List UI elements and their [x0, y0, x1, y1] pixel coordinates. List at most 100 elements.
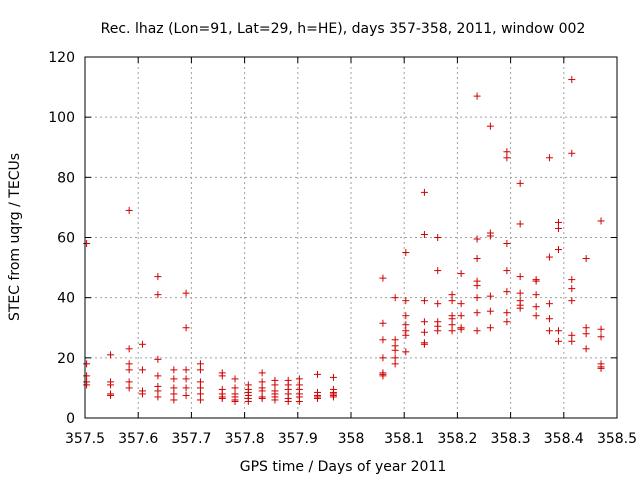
- data-point: [532, 291, 540, 299]
- data-point: [582, 330, 590, 338]
- x-tick-label: 358.3: [491, 431, 531, 447]
- data-point: [597, 217, 605, 225]
- data-point: [457, 312, 465, 320]
- x-tick-label: 357.7: [171, 431, 211, 447]
- data-point: [532, 312, 540, 320]
- data-point: [545, 154, 553, 162]
- data-point: [154, 372, 162, 380]
- data-point: [125, 366, 133, 374]
- data-point: [420, 328, 428, 336]
- data-point: [402, 331, 410, 339]
- x-tick-label: 357.5: [65, 431, 105, 447]
- x-tick-label: 357.6: [118, 431, 158, 447]
- data-point: [402, 297, 410, 305]
- data-point: [138, 340, 146, 348]
- data-point: [434, 300, 442, 308]
- data-point: [182, 289, 190, 297]
- data-point: [125, 384, 133, 392]
- data-point: [83, 240, 91, 248]
- data-point: [379, 274, 387, 282]
- data-point: [231, 397, 239, 405]
- data-point: [582, 345, 590, 353]
- data-point: [244, 397, 252, 405]
- data-point: [473, 327, 481, 335]
- data-point: [196, 366, 204, 374]
- data-point: [503, 267, 511, 275]
- data-point: [196, 384, 204, 392]
- data-point: [486, 324, 494, 332]
- data-point: [554, 337, 562, 345]
- data-point: [391, 346, 399, 354]
- data-point: [420, 230, 428, 238]
- data-point: [329, 373, 337, 381]
- data-point: [554, 327, 562, 335]
- data-point: [170, 366, 178, 374]
- y-tick-label: 60: [57, 231, 75, 247]
- data-point: [486, 307, 494, 315]
- data-point: [486, 292, 494, 300]
- data-point: [125, 360, 133, 368]
- data-point: [182, 366, 190, 374]
- data-point: [597, 364, 605, 372]
- data-point: [545, 315, 553, 323]
- data-point: [597, 325, 605, 333]
- data-point: [182, 391, 190, 399]
- data-point: [420, 318, 428, 326]
- data-point: [170, 384, 178, 392]
- data-point: [473, 309, 481, 317]
- data-point: [258, 394, 266, 402]
- data-point: [545, 253, 553, 261]
- data-point: [182, 324, 190, 332]
- data-point: [231, 384, 239, 392]
- data-point: [568, 331, 576, 339]
- data-point: [582, 255, 590, 263]
- grid-layer: [85, 57, 617, 418]
- data-point: [154, 393, 162, 401]
- data-point: [284, 397, 292, 405]
- x-axis-title: GPS time / Days of year 2011: [240, 459, 447, 475]
- y-tick-label: 80: [57, 170, 75, 186]
- data-point: [182, 375, 190, 383]
- data-point: [196, 390, 204, 398]
- data-point: [379, 372, 387, 380]
- data-point: [457, 300, 465, 308]
- data-point: [379, 354, 387, 362]
- data-point: [503, 148, 511, 156]
- data-point: [516, 304, 524, 312]
- data-points: [83, 76, 605, 405]
- data-point: [154, 355, 162, 363]
- data-point: [391, 354, 399, 362]
- data-point: [473, 92, 481, 100]
- data-point: [231, 375, 239, 383]
- data-point: [107, 381, 115, 389]
- data-point: [448, 315, 456, 323]
- data-point: [448, 291, 456, 299]
- data-point: [457, 270, 465, 278]
- data-point: [420, 297, 428, 305]
- tick-labels: 357.5 357.6 357.7 357.8 357.9 358 358.1 358.2 35…: [48, 50, 637, 447]
- x-tick-label: 358.4: [544, 431, 584, 447]
- data-point: [154, 387, 162, 395]
- x-tick-label: 358: [338, 431, 365, 447]
- data-point: [271, 381, 279, 389]
- data-point: [473, 282, 481, 290]
- data-point: [457, 325, 465, 333]
- data-point: [503, 309, 511, 317]
- data-point: [597, 333, 605, 341]
- data-point: [532, 303, 540, 311]
- chart-title: Rec. lhaz (Lon=91, Lat=29, h=HE), days 3…: [101, 21, 586, 37]
- data-point: [473, 294, 481, 302]
- data-point: [516, 220, 524, 228]
- data-point: [170, 375, 178, 383]
- data-point: [391, 336, 399, 344]
- data-point: [554, 218, 562, 226]
- data-point: [516, 179, 524, 187]
- data-point: [182, 384, 190, 392]
- data-point: [554, 246, 562, 254]
- data-point: [568, 276, 576, 284]
- data-point: [448, 327, 456, 335]
- data-point: [196, 360, 204, 368]
- data-point: [568, 76, 576, 84]
- data-point: [107, 391, 115, 399]
